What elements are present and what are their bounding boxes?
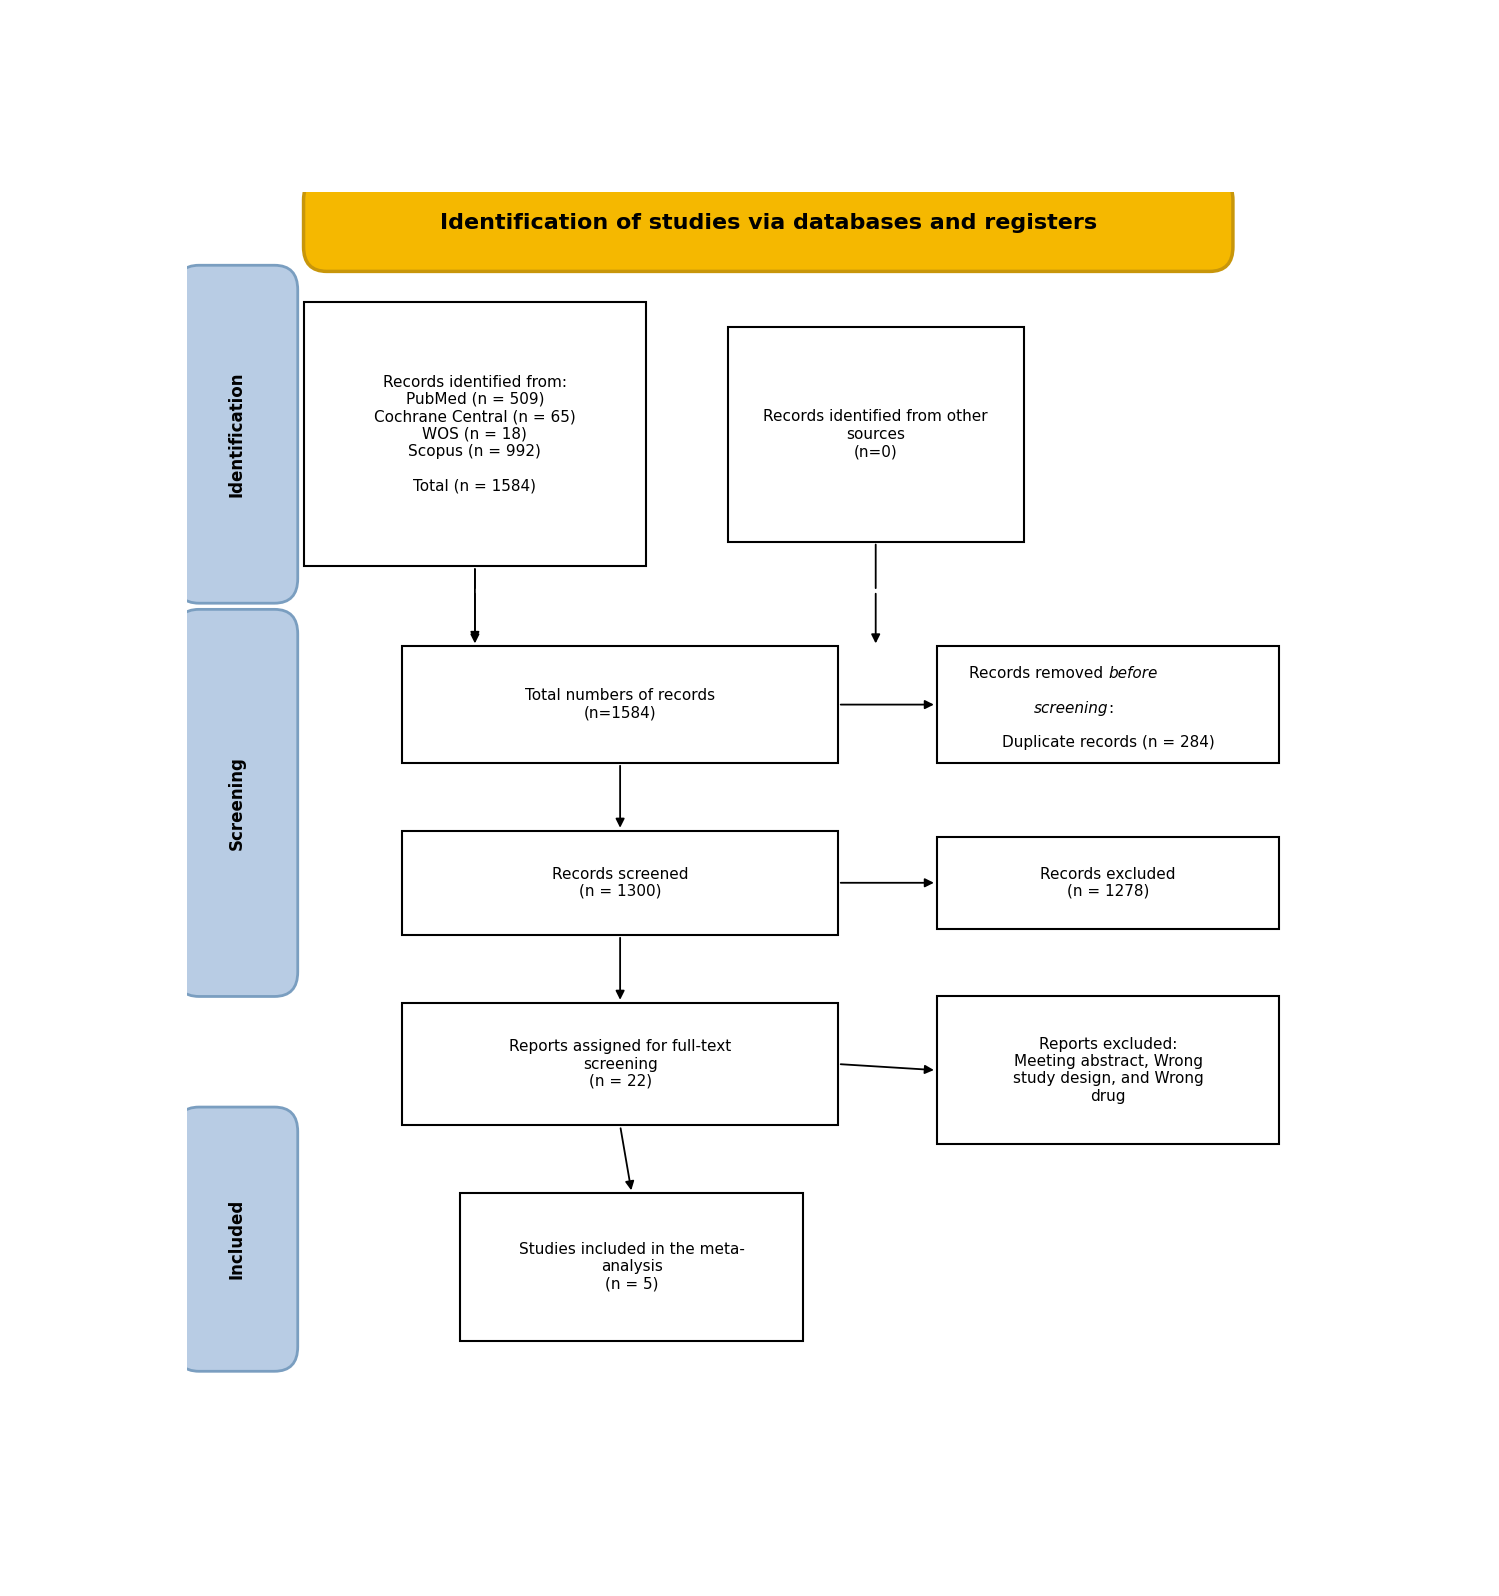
Text: Screening: Screening	[228, 757, 246, 849]
Text: Identification: Identification	[228, 372, 246, 496]
Text: Included: Included	[228, 1199, 246, 1280]
FancyBboxPatch shape	[303, 176, 1234, 271]
FancyBboxPatch shape	[727, 327, 1024, 541]
FancyBboxPatch shape	[303, 302, 646, 567]
FancyBboxPatch shape	[175, 1108, 298, 1371]
Text: Records removed: Records removed	[968, 666, 1108, 681]
Text: Studies included in the meta-
analysis
(n = 5): Studies included in the meta- analysis (…	[519, 1242, 745, 1291]
Text: Records excluded
(n = 1278): Records excluded (n = 1278)	[1040, 867, 1175, 899]
Text: Records screened
(n = 1300): Records screened (n = 1300)	[552, 867, 688, 899]
Text: Records identified from other
sources
(n=0): Records identified from other sources (n…	[763, 409, 988, 460]
FancyBboxPatch shape	[402, 646, 838, 763]
FancyBboxPatch shape	[937, 996, 1279, 1144]
FancyBboxPatch shape	[402, 830, 838, 935]
Text: before: before	[1108, 666, 1157, 681]
Text: Reports assigned for full-text
screening
(n = 22): Reports assigned for full-text screening…	[510, 1039, 732, 1088]
Text: Identification of studies via databases and registers: Identification of studies via databases …	[439, 214, 1097, 233]
Text: :: :	[1108, 701, 1114, 715]
FancyBboxPatch shape	[937, 646, 1279, 763]
Text: Total numbers of records
(n=1584): Total numbers of records (n=1584)	[525, 688, 715, 721]
FancyBboxPatch shape	[937, 836, 1279, 929]
Text: Records identified from:
PubMed (n = 509)
Cochrane Central (n = 65)
WOS (n = 18): Records identified from: PubMed (n = 509…	[375, 375, 576, 493]
Text: Reports excluded:
Meeting abstract, Wrong
study design, and Wrong
drug: Reports excluded: Meeting abstract, Wron…	[1013, 1036, 1204, 1104]
FancyBboxPatch shape	[402, 1002, 838, 1125]
FancyBboxPatch shape	[460, 1194, 803, 1341]
Text: screening: screening	[1033, 701, 1108, 715]
Text: Duplicate records (n = 284): Duplicate records (n = 284)	[1001, 734, 1214, 750]
FancyBboxPatch shape	[175, 610, 298, 996]
FancyBboxPatch shape	[175, 265, 298, 603]
